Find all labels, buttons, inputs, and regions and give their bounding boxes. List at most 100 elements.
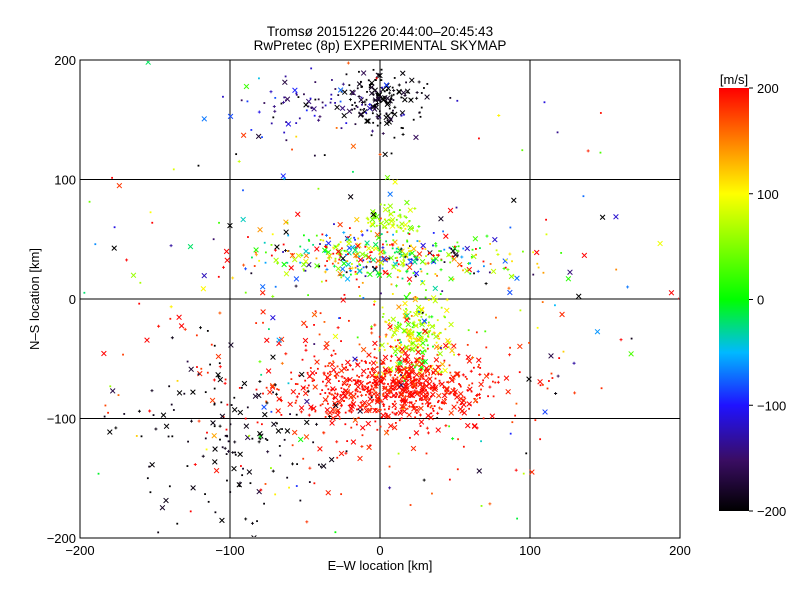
data-point-x	[383, 430, 390, 436]
data-point-dot	[428, 373, 431, 376]
data-point-dot	[337, 262, 340, 265]
chart-title: Tromsø 20151226 20:44:00–20:45:43	[267, 24, 493, 39]
data-point-plus	[307, 413, 311, 417]
data-point-dot	[392, 112, 394, 115]
data-point-dot	[469, 272, 472, 275]
data-point-dot	[288, 486, 290, 489]
data-point-plus	[349, 410, 353, 414]
data-point-plus	[254, 253, 258, 257]
data-point-plus	[305, 520, 309, 524]
data-point-dot	[333, 396, 335, 399]
data-point-dot	[195, 334, 198, 337]
data-point-x	[356, 81, 363, 87]
data-point-x	[354, 243, 361, 249]
data-point-dot	[364, 103, 367, 106]
data-point-dot	[542, 271, 545, 274]
data-point-x	[476, 468, 483, 474]
data-point-plus	[212, 378, 216, 382]
data-point-dot	[111, 176, 113, 179]
data-point-x	[243, 423, 250, 429]
data-point-dot	[301, 358, 304, 361]
data-point-dot	[313, 343, 316, 345]
data-point-x	[387, 191, 393, 197]
data-point-x	[384, 95, 391, 101]
data-point-dot	[504, 266, 507, 269]
data-point-dot	[551, 377, 554, 379]
data-point-x	[298, 371, 305, 378]
data-point-plus	[328, 372, 332, 376]
data-point-dot	[492, 395, 495, 398]
data-point-x	[358, 380, 364, 387]
data-point-x	[403, 344, 410, 350]
data-point-dot	[272, 116, 275, 119]
data-point-dot	[310, 67, 313, 70]
data-point-dot	[346, 260, 349, 262]
data-point-x	[369, 221, 375, 227]
data-point-dot	[373, 389, 376, 392]
data-point-dot	[397, 246, 400, 249]
data-point-x	[332, 402, 339, 409]
data-point-x	[444, 386, 450, 393]
y-axis-label: N–S location [km]	[27, 248, 42, 350]
data-point-dot	[317, 187, 320, 190]
data-point-x	[107, 429, 113, 435]
data-point-x	[404, 88, 411, 94]
data-point-x	[291, 429, 298, 436]
data-point-x	[429, 323, 435, 330]
data-point-plus	[425, 426, 429, 430]
data-point-dot	[415, 387, 418, 390]
data-point-x	[353, 252, 359, 259]
data-point-plus	[323, 270, 327, 274]
data-point-plus	[269, 90, 273, 94]
data-point-dot	[468, 384, 471, 387]
data-point-dot	[225, 453, 228, 455]
data-point-dot	[295, 93, 298, 96]
data-point-x	[259, 289, 266, 296]
data-point-dot	[359, 380, 362, 382]
data-point-dot	[408, 369, 411, 372]
data-point-plus	[388, 373, 392, 377]
data-point-dot	[560, 252, 563, 254]
data-point-plus	[346, 61, 350, 65]
data-point-plus	[393, 105, 397, 109]
data-point-dot	[333, 375, 336, 377]
data-point-plus	[371, 92, 375, 96]
data-point-x	[384, 391, 390, 398]
data-point-dot	[307, 294, 310, 297]
data-point-dot	[260, 373, 263, 376]
data-point-dot	[528, 341, 530, 344]
data-point-dot	[357, 237, 360, 240]
data-point-dot	[356, 374, 359, 377]
data-point-dot	[422, 352, 424, 354]
data-point-dot	[313, 379, 315, 382]
data-point-x	[371, 366, 378, 373]
data-point-x	[274, 244, 280, 250]
data-point-dot	[349, 270, 352, 272]
data-point-x	[454, 371, 461, 377]
data-point-dot	[485, 346, 488, 349]
data-point-dot	[536, 326, 539, 329]
data-point-dot	[240, 386, 243, 389]
data-point-dot	[383, 372, 386, 375]
data-point-dot	[351, 108, 353, 111]
data-point-dot	[270, 410, 273, 413]
data-point-dot	[171, 435, 174, 438]
data-point-x	[418, 306, 425, 312]
data-point-dot	[157, 531, 160, 534]
data-point-plus	[360, 233, 364, 237]
data-point-x	[350, 143, 357, 149]
data-point-dot	[388, 370, 391, 373]
data-point-x	[335, 248, 342, 255]
data-point-x	[265, 368, 272, 374]
data-point-dot	[329, 370, 331, 373]
data-point-dot	[475, 248, 477, 250]
data-point-dot	[546, 387, 549, 390]
data-point-dot	[346, 440, 349, 443]
data-point-dot	[270, 254, 273, 257]
data-point-plus	[404, 377, 408, 381]
data-point-dot	[244, 291, 247, 294]
data-point-dot	[328, 392, 331, 395]
colorbar-tick-label: 200	[757, 81, 779, 96]
data-point-dot	[436, 417, 439, 419]
y-tick-label: −200	[47, 531, 76, 546]
